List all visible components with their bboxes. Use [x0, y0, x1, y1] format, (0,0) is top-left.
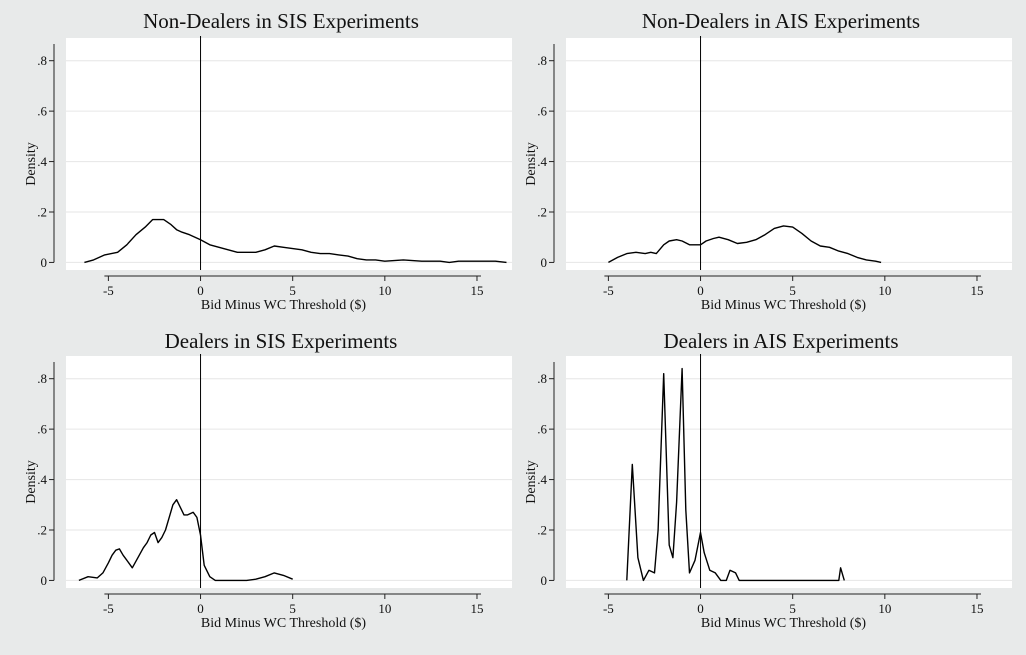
panel-title: Non-Dealers in SIS Experiments	[143, 9, 419, 33]
y-axis-label: Density	[24, 142, 39, 186]
y-tick-label: .6	[537, 422, 547, 437]
chart-panel-2: 0 .2 .4 .6 .8 -5 0 5 10 15 Non-Dealers in AIS Expe…	[524, 9, 1012, 313]
y-tick-label: .4	[537, 472, 547, 487]
x-tick-label: 5	[789, 601, 796, 616]
y-tick-label: .4	[37, 154, 47, 169]
x-axis-label: Bid Minus WC Threshold ($)	[201, 298, 366, 313]
x-tick-label: -5	[603, 601, 614, 616]
plot-area	[66, 356, 512, 588]
x-tick-label: 0	[697, 283, 704, 298]
y-tick-label: .8	[537, 371, 547, 386]
x-tick-label: 10	[878, 283, 891, 298]
y-tick-label: .4	[537, 154, 547, 169]
chart-panel-4: 0 .2 .4 .6 .8 -5 0 5 10 15 Dealers in AIS Experime…	[524, 329, 1012, 631]
density-line	[78, 499, 293, 582]
y-tick-label: .2	[537, 205, 547, 220]
y-tick-label: .8	[37, 371, 47, 386]
x-tick-label: 15	[470, 601, 483, 616]
y-tick-label: .6	[537, 104, 547, 119]
density-line	[84, 218, 507, 264]
x-tick-label: 0	[197, 601, 204, 616]
x-tick-label: 0	[697, 601, 704, 616]
plot-area	[566, 356, 1012, 588]
y-tick-label: .6	[37, 422, 47, 437]
y-tick-label: .4	[37, 472, 47, 487]
plot-area	[66, 38, 512, 270]
density-line	[608, 225, 882, 264]
x-axis-label: Bid Minus WC Threshold ($)	[201, 616, 366, 631]
plot-area	[566, 38, 1012, 270]
x-axis-label: Bid Minus WC Threshold ($)	[701, 298, 866, 313]
x-tick-label: -5	[103, 283, 114, 298]
chart-panel-3: 0 .2 .4 .6 .8 -5 0 5 10 15 Dealers in SIS Experime…	[24, 329, 512, 631]
density-line	[626, 367, 845, 582]
x-tick-label: 5	[289, 601, 296, 616]
x-tick-label: 10	[378, 601, 391, 616]
y-tick-label: 0	[41, 573, 48, 588]
x-tick-label: 10	[878, 601, 891, 616]
x-tick-label: 15	[970, 601, 983, 616]
y-tick-label: .8	[37, 53, 47, 68]
y-tick-label: 0	[41, 255, 48, 270]
x-tick-label: 15	[470, 283, 483, 298]
y-tick-label: 0	[541, 573, 548, 588]
y-axis-label: Density	[24, 460, 39, 504]
y-tick-label: .2	[537, 523, 547, 538]
panel-title: Dealers in SIS Experiments	[165, 329, 398, 353]
y-tick-label: .2	[37, 205, 47, 220]
y-axis-label: Density	[524, 142, 539, 186]
chart-panel-1: 0 .2 .4 .6 .8 -5 0 5 10 15 Non-Dealers in SIS Expe…	[24, 9, 512, 313]
y-tick-label: 0	[541, 255, 548, 270]
y-tick-label: .2	[37, 523, 47, 538]
y-tick-label: .6	[37, 104, 47, 119]
x-tick-label: -5	[603, 283, 614, 298]
y-tick-label: .8	[537, 53, 547, 68]
panel-title: Non-Dealers in AIS Experiments	[642, 9, 920, 33]
x-axis-label: Bid Minus WC Threshold ($)	[701, 616, 866, 631]
x-tick-label: 15	[970, 283, 983, 298]
x-tick-label: 0	[197, 283, 204, 298]
x-tick-label: -5	[103, 601, 114, 616]
panel-title: Dealers in AIS Experiments	[663, 329, 898, 353]
x-tick-label: 5	[789, 283, 796, 298]
x-tick-label: 10	[378, 283, 391, 298]
x-tick-label: 5	[289, 283, 296, 298]
y-axis-label: Density	[524, 460, 539, 504]
